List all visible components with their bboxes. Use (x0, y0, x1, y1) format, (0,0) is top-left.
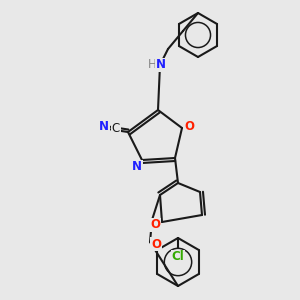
Text: N: N (156, 58, 166, 71)
Text: O: O (151, 238, 161, 250)
Text: Cl: Cl (172, 250, 184, 263)
Text: O: O (150, 218, 160, 232)
Text: C: C (112, 122, 120, 136)
Text: N: N (132, 160, 142, 173)
Text: O: O (184, 119, 194, 133)
Text: H: H (148, 58, 156, 71)
Text: N: N (99, 121, 109, 134)
